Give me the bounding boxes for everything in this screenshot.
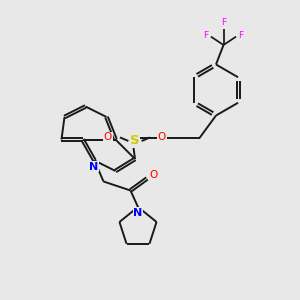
Text: O: O: [149, 170, 158, 181]
Text: O: O: [104, 132, 112, 142]
Text: F: F: [203, 31, 209, 40]
Text: N: N: [134, 208, 142, 218]
Text: N: N: [89, 161, 98, 172]
Text: F: F: [238, 31, 244, 40]
Text: O: O: [158, 132, 166, 142]
Text: F: F: [221, 18, 226, 27]
Text: S: S: [130, 134, 140, 148]
